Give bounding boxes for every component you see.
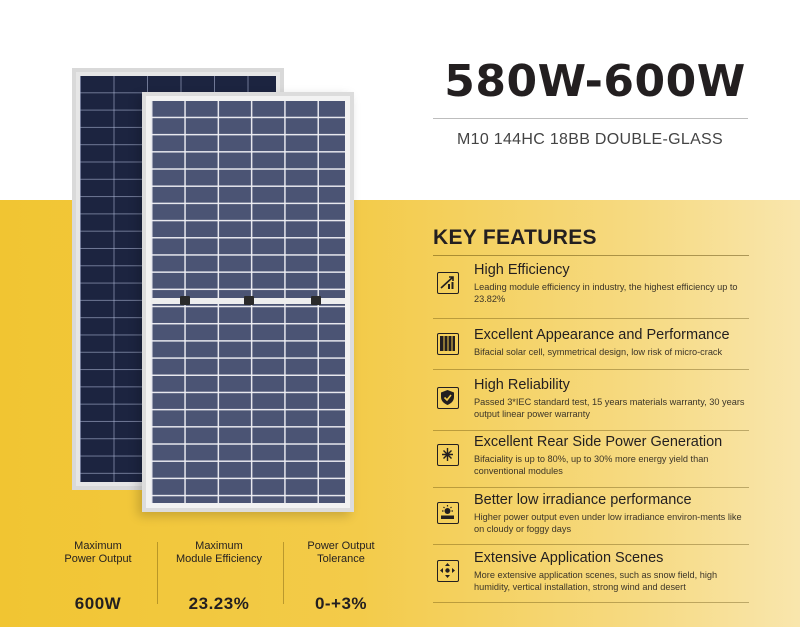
divider — [433, 255, 749, 256]
solar-panel-front-view — [142, 92, 354, 512]
spec-label: Maximum Module Efficiency — [175, 540, 262, 565]
divider — [433, 602, 749, 603]
feature-title: High Reliability — [474, 377, 570, 393]
divider — [433, 487, 749, 488]
divider — [157, 542, 158, 604]
spec-max-power-output: Maximum Power Output 600W — [33, 540, 163, 614]
divider — [283, 542, 284, 604]
feature-description: More extensive application scenes, such … — [474, 570, 718, 593]
rear-side-sun-icon — [437, 444, 459, 466]
spec-value: 23.23% — [188, 594, 250, 613]
spec-max-module-efficiency: Maximum Module Efficiency 23.23% — [154, 540, 284, 614]
feature-description: Leading module efficiency in industry, t… — [474, 282, 738, 305]
solar-cell-icon — [437, 333, 459, 355]
product-power-range: 580W-600W — [444, 56, 746, 107]
feature-description: Higher power output even under low irrad… — [474, 512, 742, 535]
application-scenes-icon — [437, 560, 459, 582]
spec-power-output-tolerance: Power Output Tolerance 0-+3% — [276, 540, 406, 614]
product-model: M10 144HC 18BB DOUBLE-GLASS — [457, 131, 723, 148]
spec-label: Power Output Tolerance — [307, 540, 375, 565]
spec-value: 600W — [74, 594, 122, 613]
feature-description: Bifacial solar cell, symmetrical design,… — [474, 347, 723, 357]
feature-description: Passed 3*IEC standard test, 15 years mat… — [474, 397, 745, 420]
efficiency-chart-icon — [437, 272, 459, 294]
feature-title: Excellent Appearance and Performance — [474, 327, 730, 343]
junction-box — [244, 296, 254, 305]
shield-icon — [437, 387, 459, 409]
junction-box — [311, 296, 321, 305]
divider — [433, 118, 748, 119]
key-features-title: KEY FEATURES — [433, 226, 597, 249]
divider — [433, 318, 749, 319]
divider — [433, 369, 749, 370]
divider — [433, 430, 749, 431]
feature-title: Extensive Application Scenes — [474, 550, 664, 566]
feature-title: High Efficiency — [474, 262, 570, 278]
junction-box — [180, 296, 190, 305]
feature-description: Bifaciality is up to 80%, up to 30% more… — [474, 454, 709, 477]
spec-value: 0-+3% — [314, 594, 368, 613]
divider — [433, 544, 749, 545]
feature-title: Excellent Rear Side Power Generation — [474, 434, 723, 450]
spec-label: Maximum Power Output — [64, 540, 132, 565]
feature-title: Better low irradiance performance — [474, 492, 692, 508]
low-irradiance-icon — [437, 502, 459, 524]
